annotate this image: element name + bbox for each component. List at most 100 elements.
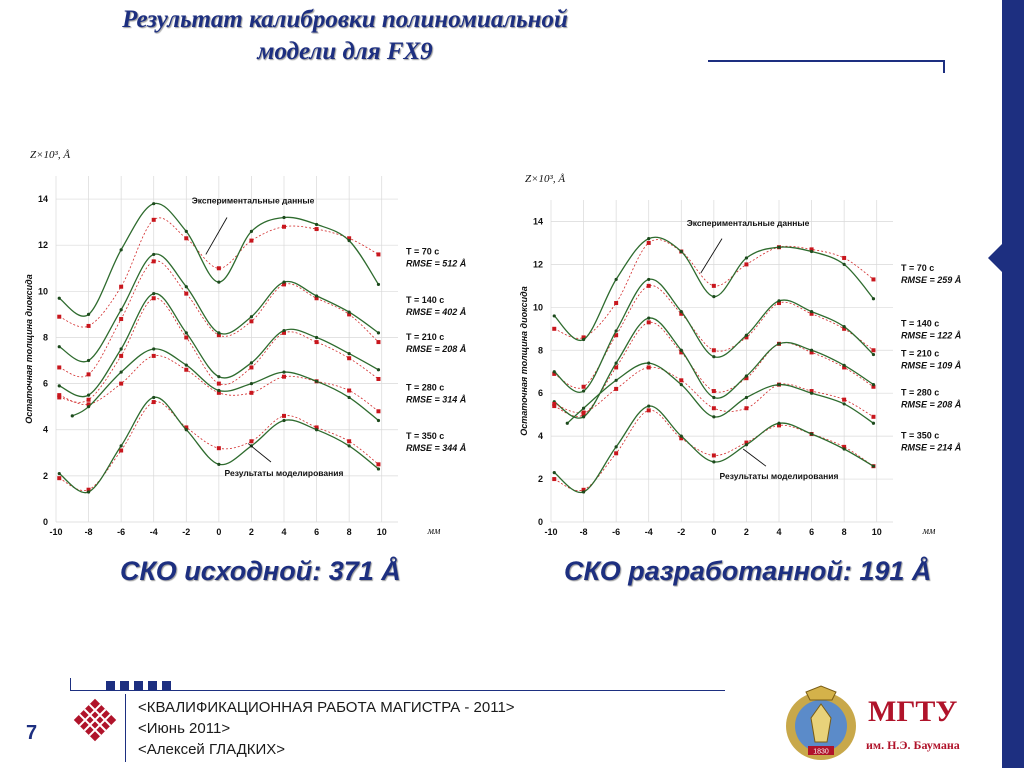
- curve-rmse-label: RMSE = 512 Å: [406, 258, 466, 268]
- chart-developed-model: -10 -8 -6 -4 -2 0 2 4 6 8 10 0 2 4 6 8 10 12 14 мм Z×10³, Å О…: [515, 156, 985, 544]
- model-data-point: [552, 314, 556, 318]
- model-data-point: [744, 374, 749, 378]
- model-data-point: [282, 215, 286, 220]
- model-data-point: [777, 299, 781, 303]
- footer-info: <КВАЛИФИКАЦИОННАЯ РАБОТА МАГИСТРА - 2011…: [138, 697, 515, 760]
- model-data-point: [712, 355, 716, 359]
- experimental-data-point: [581, 412, 586, 417]
- model-data-point: [86, 393, 91, 397]
- x-tick-label: 2: [249, 527, 254, 537]
- experimental-data-point: [57, 395, 62, 400]
- curve-time-label: T = 210 с: [901, 349, 939, 359]
- model-data-point: [679, 434, 683, 438]
- experimental-data-point: [646, 408, 651, 413]
- model-data-point: [809, 348, 814, 352]
- model-data-point: [282, 328, 286, 333]
- y-tick-label: 6: [538, 388, 543, 398]
- model-data-point: [119, 370, 123, 374]
- footer-dots: [106, 681, 171, 690]
- experimental-data-point: [842, 365, 847, 370]
- model-data-point: [376, 368, 381, 372]
- experimental-data-point: [347, 439, 352, 444]
- curve-time-label: T = 140 с: [406, 295, 444, 305]
- experimental-data-point: [809, 389, 814, 394]
- experimental-data-point: [552, 401, 557, 406]
- model-data-point: [744, 256, 749, 260]
- experimental-data-point: [871, 348, 876, 353]
- experimental-data-point: [57, 476, 62, 481]
- experimental-data-point: [711, 348, 716, 353]
- experimental-data-point: [86, 397, 91, 402]
- footer-divider: [125, 694, 126, 762]
- experimental-data-point: [711, 406, 716, 411]
- experimental-data-point: [614, 386, 619, 391]
- experimental-data-point: [151, 296, 156, 301]
- emblem-year: 1830: [813, 749, 829, 756]
- curve-rmse-label: RMSE = 214 Å: [901, 442, 961, 452]
- curve-rmse-label: RMSE = 122 Å: [901, 331, 961, 341]
- curve-rmse-label: RMSE = 109 Å: [901, 361, 961, 371]
- annotation-experimental: Экспериментальные данные: [687, 218, 810, 228]
- x-tick-label: -10: [49, 527, 62, 537]
- curve-rmse-label: RMSE = 208 Å: [901, 399, 961, 409]
- experimental-data-point: [282, 224, 286, 229]
- curve-rmse-label: RMSE = 208 Å: [406, 344, 466, 354]
- model-data-point: [871, 383, 876, 387]
- model-data-point: [119, 444, 123, 448]
- model-data-point: [777, 383, 781, 387]
- x-axis-unit: мм: [922, 526, 936, 537]
- model-data-point: [347, 238, 351, 243]
- model-data-point: [249, 382, 254, 386]
- experimental-data-point: [581, 384, 586, 389]
- model-data-point: [712, 460, 716, 464]
- experimental-data-point: [86, 487, 91, 492]
- footer-dot: [106, 681, 115, 690]
- curve-rmse-label: RMSE = 344 Å: [406, 443, 466, 453]
- experimental-data-point: [249, 238, 254, 243]
- curve-rmse-label: RMSE = 259 Å: [901, 275, 961, 285]
- y-tick-label: 4: [538, 431, 543, 441]
- model-data-point: [581, 490, 586, 494]
- x-tick-label: -4: [150, 527, 158, 537]
- curve-time-label: T = 350 с: [406, 431, 444, 441]
- model-data-point: [314, 428, 319, 432]
- y-tick-label: 10: [38, 286, 48, 296]
- model-data-point: [647, 404, 651, 408]
- model-data-point: [842, 262, 846, 266]
- y-tick-label: 12: [533, 259, 543, 269]
- y-tick-label: 14: [533, 216, 543, 226]
- experimental-data-point: [151, 353, 156, 358]
- model-data-point: [614, 445, 618, 449]
- experimental-data-point: [679, 350, 684, 355]
- experimental-data-point: [57, 393, 62, 398]
- model-data-point: [647, 361, 651, 365]
- model-data-point: [119, 347, 123, 351]
- model-data-point: [152, 347, 156, 351]
- model-data-point: [581, 389, 586, 393]
- experimental-data-point: [119, 353, 124, 358]
- footer-dot: [162, 681, 171, 690]
- curve-time-label: T = 350 с: [901, 430, 939, 440]
- model-data-point: [184, 229, 188, 233]
- experimental-data-point: [552, 404, 557, 409]
- experimental-data-point: [347, 312, 352, 317]
- curve-time-label: T = 140 с: [901, 319, 939, 329]
- model-data-point: [581, 406, 586, 410]
- model-data-point: [842, 325, 846, 329]
- sko-developed-label: СКО разработанной: 191 Å: [564, 556, 932, 586]
- experimental-data-point: [744, 262, 749, 267]
- experimental-data-point: [842, 397, 847, 402]
- model-data-point: [249, 361, 254, 365]
- model-data-point: [86, 312, 91, 316]
- experimental-data-point: [376, 340, 381, 345]
- curve-rmse-label: RMSE = 402 Å: [406, 307, 466, 317]
- footer-dot: [148, 681, 157, 690]
- x-tick-label: 6: [314, 527, 319, 537]
- experimental-data-point: [646, 365, 651, 370]
- model-data-point: [347, 310, 351, 314]
- model-data-point: [712, 415, 716, 419]
- title-underline: [708, 60, 945, 62]
- title-line-1: Результат калибровки полиномиальной: [122, 6, 568, 33]
- model-data-point: [347, 395, 351, 400]
- experimental-data-point: [871, 384, 876, 389]
